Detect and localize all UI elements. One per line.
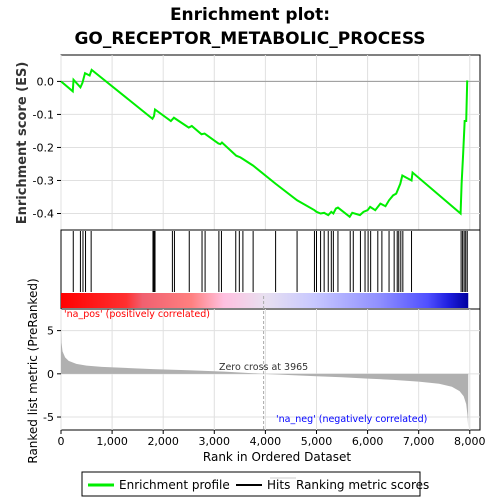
metric-y-axis-label: Ranked list metric (PreRanked) — [26, 278, 40, 463]
x-tick-label: 3,000 — [199, 435, 231, 448]
chart-title-line1: Enrichment plot: — [170, 5, 330, 25]
x-tick-label: 0 — [58, 435, 65, 448]
es-y-tick-label: -0.1 — [33, 108, 54, 121]
positive-correlation-label: 'na_pos' (positively correlated) — [64, 309, 210, 320]
x-tick-label: 5,000 — [301, 435, 333, 448]
legend-metric-label: Ranking metric scores — [296, 478, 429, 492]
negative-correlation-label: 'na_neg' (negatively correlated) — [276, 414, 427, 425]
es-y-ticks: 0.0 -0.1 -0.2 -0.3 -0.4 — [33, 75, 61, 220]
x-tick-label: 7,000 — [403, 435, 435, 448]
zero-cross-label: Zero cross at 3965 — [219, 362, 308, 373]
legend-enrichment-label: Enrichment profile — [119, 478, 230, 492]
x-tick-label: 2,000 — [147, 435, 179, 448]
es-y-tick-label: -0.3 — [33, 174, 54, 187]
es-panel — [60, 54, 481, 231]
x-tick-label: 1,000 — [96, 435, 128, 448]
metric-y-tick-label: -5 — [43, 411, 54, 424]
metric-y-tick-label: 5 — [47, 325, 54, 338]
legend-hits-label: Hits — [267, 478, 290, 492]
enrichment-profile-line — [60, 68, 469, 219]
metric-y-ticks: 5 0 -5 — [43, 325, 61, 424]
ranking-metric-area — [61, 328, 469, 429]
es-y-tick-label: -0.2 — [33, 141, 54, 154]
es-y-axis-label: Enrichment score (ES) — [15, 62, 30, 225]
es-y-tick-label: -0.4 — [33, 207, 54, 220]
legend: Enrichment profile Hits Ranking metric s… — [81, 471, 429, 497]
x-axis-label: Rank in Ordered Dataset — [203, 450, 351, 464]
x-tick-label: 6,000 — [352, 435, 384, 448]
ranking-color-bar — [61, 293, 469, 308]
chart-title-line2: GO_RECEPTOR_METABOLIC_PROCESS — [74, 29, 425, 49]
x-tick-label: 8,000 — [454, 435, 486, 448]
metric-y-tick-label: 0 — [47, 368, 54, 381]
x-axis-ticks: 0 1,000 2,000 3,000 4,000 5,000 6,000 7,000 8,00… — [58, 430, 486, 448]
hit-markers — [72, 231, 468, 292]
x-tick-label: 4,000 — [250, 435, 282, 448]
es-y-tick-label: 0.0 — [37, 75, 55, 88]
es-gridlines — [60, 55, 480, 230]
